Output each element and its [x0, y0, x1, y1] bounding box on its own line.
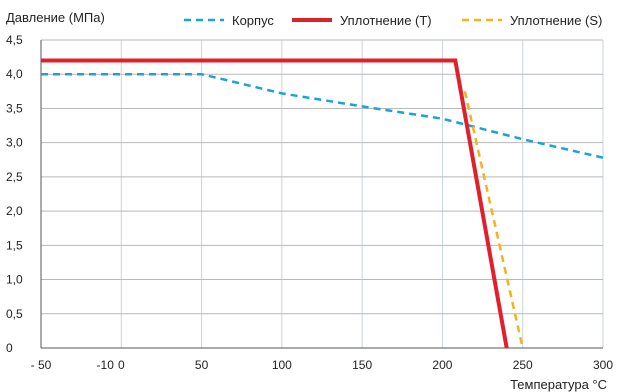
x-tick-label: 0 — [118, 358, 125, 372]
y-tick-label: 3,0 — [6, 136, 23, 150]
y-tick-label: 2,0 — [6, 204, 23, 218]
x-tick-label: 200 — [432, 358, 452, 372]
y-axis-label: Давление (МПа) — [6, 10, 105, 25]
y-tick-label: 0 — [6, 341, 13, 355]
y-tick-label: 4,0 — [6, 67, 23, 81]
legend-label-1: Корпус — [232, 13, 274, 28]
grid — [40, 39, 604, 349]
y-tick-label: 0,5 — [6, 307, 23, 321]
axes — [40, 40, 603, 349]
legend-label-2: Уплотнение (T) — [340, 13, 432, 28]
x-tick-label: - 50 — [31, 358, 52, 372]
series-line-2 — [41, 58, 509, 349]
y-tick-label: 4,5 — [6, 33, 23, 47]
legend: Корпус Уплотнение (T) Уплотнение (S) — [184, 13, 602, 28]
x-axis-label: Температура °С — [510, 377, 607, 392]
legend-label-3: Уплотнение (S) — [510, 13, 602, 28]
series-line-3 — [463, 91, 524, 349]
x-tick-label: 250 — [513, 358, 533, 372]
series — [41, 58, 604, 349]
y-tick-label: 2,5 — [6, 170, 23, 184]
x-tick-label: 100 — [272, 358, 292, 372]
x-tick-label: -10 — [97, 358, 115, 372]
x-tick-label: 150 — [352, 358, 372, 372]
y-tick-label: 1,5 — [6, 238, 23, 252]
x-tick-label: 300 — [593, 358, 613, 372]
y-tick-label: 3,5 — [6, 101, 23, 115]
series-line-1 — [41, 72, 604, 159]
x-tick-label: 50 — [195, 358, 209, 372]
y-tick-label: 1,0 — [6, 273, 23, 287]
tick-labels: 00,51,01,52,02,53,03,54,04,5- 50 -10 0 50 10… — [6, 33, 613, 372]
